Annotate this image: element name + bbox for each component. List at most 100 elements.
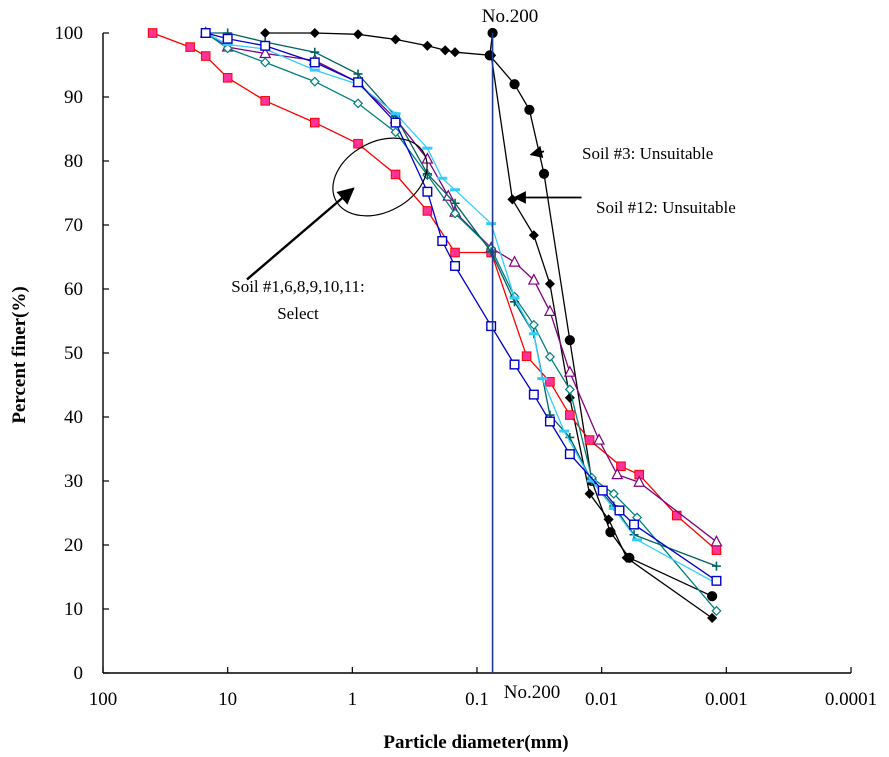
data-point <box>544 278 555 289</box>
data-point <box>450 198 460 208</box>
data-point <box>671 510 682 521</box>
data-point <box>450 260 461 271</box>
series-line <box>489 32 713 597</box>
x-tick-label: 100 <box>89 689 118 710</box>
data-point <box>486 321 497 332</box>
data-point <box>584 435 595 445</box>
series-1 <box>484 27 718 602</box>
data-point <box>352 29 364 40</box>
data-point <box>616 461 626 472</box>
series-2 <box>260 27 718 624</box>
annotation-layer <box>246 137 582 281</box>
data-point <box>538 168 550 179</box>
y-tick-label: 40 <box>64 407 83 428</box>
annotation-select-line2: Select <box>277 304 319 323</box>
data-point <box>309 76 320 87</box>
y-tick-label: 20 <box>64 535 83 556</box>
annotation-soil12: Soil #12: Unsuitable <box>596 198 736 217</box>
data-point <box>390 169 401 180</box>
select-soils-ellipse <box>332 137 428 217</box>
data-point <box>564 449 575 460</box>
y-tick-label: 100 <box>55 23 84 44</box>
data-point <box>147 28 158 38</box>
data-point <box>611 467 624 480</box>
data-point <box>509 79 520 90</box>
data-point <box>524 104 535 115</box>
data-point <box>390 117 401 128</box>
data-point <box>564 384 575 395</box>
x-tick-label: 0.01 <box>585 689 618 710</box>
y-tick-label: 90 <box>64 87 83 108</box>
data-point <box>711 545 722 555</box>
y-tick-label: 30 <box>64 471 83 492</box>
annotation-arrow <box>529 145 545 159</box>
y-tick-label: 70 <box>64 215 83 236</box>
data-point <box>544 416 555 427</box>
data-point <box>707 612 718 624</box>
data-point <box>260 40 271 51</box>
y-axis-title: Percent finer(%) <box>9 286 30 423</box>
reference-line-label-top: No.200 <box>482 6 538 27</box>
data-point <box>353 138 363 149</box>
data-point <box>528 230 539 241</box>
data-point <box>422 206 433 216</box>
data-point <box>629 519 640 530</box>
x-tick-label: 1 <box>348 689 358 710</box>
series-layer <box>147 26 723 624</box>
x-tick-label: 0.1 <box>465 689 489 710</box>
data-point <box>260 96 270 106</box>
data-point <box>310 117 320 128</box>
data-point <box>353 69 363 79</box>
series-line <box>265 32 713 619</box>
data-point <box>543 304 556 316</box>
data-point <box>545 377 555 387</box>
annotation-select-line1: Soil #1,6,8,9,10,11: <box>231 277 365 296</box>
annotation-soil3: Soil #3: Unsuitable <box>582 144 713 163</box>
series-6 <box>201 28 721 571</box>
y-tick-label: 80 <box>64 151 83 172</box>
data-point <box>707 591 718 602</box>
data-point <box>711 561 721 571</box>
series-8 <box>200 28 722 586</box>
data-point <box>584 488 595 499</box>
data-point <box>563 365 576 377</box>
data-point <box>449 208 461 219</box>
data-point <box>544 351 555 362</box>
data-point <box>390 34 401 45</box>
data-point <box>565 410 575 420</box>
x-tick-label: 0.0001 <box>825 689 877 710</box>
data-point <box>603 514 614 525</box>
data-point <box>521 351 532 361</box>
data-point <box>310 47 320 57</box>
data-point <box>710 535 723 547</box>
data-point <box>309 57 320 68</box>
data-point <box>440 45 451 56</box>
data-point <box>352 98 364 109</box>
data-point <box>222 33 233 44</box>
series-line <box>205 32 717 584</box>
data-point <box>564 335 575 346</box>
data-point <box>528 319 539 330</box>
data-point <box>185 42 195 52</box>
data-point <box>509 359 520 370</box>
data-point <box>711 575 722 586</box>
data-point <box>633 475 646 487</box>
y-tick-label: 0 <box>74 663 84 684</box>
data-point <box>508 255 521 267</box>
data-point <box>711 605 722 616</box>
y-tick-label: 60 <box>64 279 83 300</box>
data-point <box>449 47 461 58</box>
data-point <box>614 505 625 516</box>
data-point <box>260 27 271 39</box>
data-point <box>597 485 608 496</box>
data-point <box>353 77 364 88</box>
data-point <box>450 247 460 258</box>
data-point <box>260 57 271 68</box>
reference-line-label-bottom: No.200 <box>504 682 560 703</box>
data-point <box>437 235 448 246</box>
data-point <box>564 392 575 403</box>
x-tick-label: 0.001 <box>705 689 748 710</box>
data-point <box>390 127 401 138</box>
y-tick-label: 50 <box>64 343 83 364</box>
